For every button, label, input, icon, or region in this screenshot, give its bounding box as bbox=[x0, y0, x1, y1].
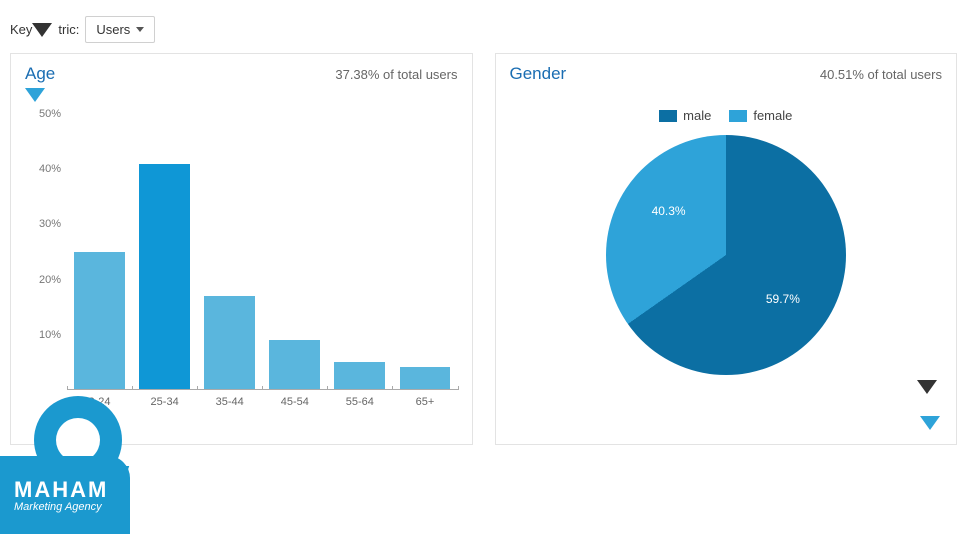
x-tick bbox=[67, 386, 68, 390]
legend-swatch bbox=[659, 110, 677, 122]
age-bar[interactable] bbox=[269, 340, 320, 390]
age-bar[interactable] bbox=[334, 362, 385, 390]
x-tick-label: 65+ bbox=[392, 392, 457, 414]
chevron-down-icon bbox=[136, 27, 144, 32]
gender-pie-chart: male female 59.7% 40.3% bbox=[496, 102, 957, 434]
pie-slice-label: 59.7% bbox=[766, 292, 800, 306]
x-tick-label: 45-54 bbox=[262, 392, 327, 414]
key-metric-label-suffix: tric: bbox=[58, 22, 79, 37]
y-tick-label: 50% bbox=[39, 108, 61, 120]
y-tick-label: 30% bbox=[39, 218, 61, 230]
x-tick bbox=[458, 386, 459, 390]
key-metric-toolbar: Key tric: Users bbox=[0, 0, 967, 47]
gender-pie: 59.7% 40.3% bbox=[606, 135, 846, 375]
x-tick bbox=[197, 386, 198, 390]
legend-item[interactable]: female bbox=[729, 108, 792, 123]
gender-panel-title[interactable]: Gender bbox=[510, 64, 567, 84]
x-tick bbox=[392, 386, 393, 390]
y-tick-label: 40% bbox=[39, 163, 61, 175]
x-tick bbox=[132, 386, 133, 390]
age-bar[interactable] bbox=[74, 252, 125, 390]
logo-name: MAHAM bbox=[14, 477, 130, 503]
x-tick bbox=[262, 386, 263, 390]
gender-panel: Gender 40.51% of total users male female … bbox=[495, 53, 958, 445]
y-tick-label: 20% bbox=[39, 274, 61, 286]
legend-swatch bbox=[729, 110, 747, 122]
key-metric-select-value: Users bbox=[96, 22, 130, 37]
age-panel-title[interactable]: Age bbox=[25, 64, 55, 84]
gender-panel-subtitle: 40.51% of total users bbox=[820, 67, 942, 82]
caret-down-icon bbox=[32, 23, 52, 37]
gender-legend: male female bbox=[659, 108, 792, 123]
logo-tagline: Marketing Agency bbox=[14, 501, 130, 513]
caret-down-icon bbox=[920, 416, 940, 430]
legend-label: male bbox=[683, 108, 711, 123]
pie-slice-label: 40.3% bbox=[652, 204, 686, 218]
age-bar[interactable] bbox=[400, 367, 451, 389]
x-tick-label: 35-44 bbox=[197, 392, 262, 414]
caret-down-icon bbox=[25, 88, 45, 102]
legend-label: female bbox=[753, 108, 792, 123]
maham-logo: MAHAM Marketing Agency bbox=[0, 404, 150, 534]
x-tick bbox=[327, 386, 328, 390]
key-metric-select[interactable]: Users bbox=[85, 16, 155, 43]
legend-item[interactable]: male bbox=[659, 108, 711, 123]
key-metric-label-prefix: Key bbox=[10, 22, 32, 37]
side-indicators bbox=[917, 380, 943, 430]
age-bar[interactable] bbox=[204, 296, 255, 390]
x-tick-label: 55-64 bbox=[327, 392, 392, 414]
age-panel-subtitle: 37.38% of total users bbox=[335, 67, 457, 82]
caret-down-icon bbox=[917, 380, 937, 394]
age-bar[interactable] bbox=[139, 164, 190, 390]
age-panel: Age 37.38% of total users 10% 20% 30% 40% 50… bbox=[10, 53, 473, 445]
age-bar-chart: 10%20%30%40%50% 3-2425-3435-4445-5455-64… bbox=[25, 114, 458, 414]
logo-badge: MAHAM Marketing Agency bbox=[0, 456, 130, 534]
y-tick-label: 10% bbox=[39, 329, 61, 341]
